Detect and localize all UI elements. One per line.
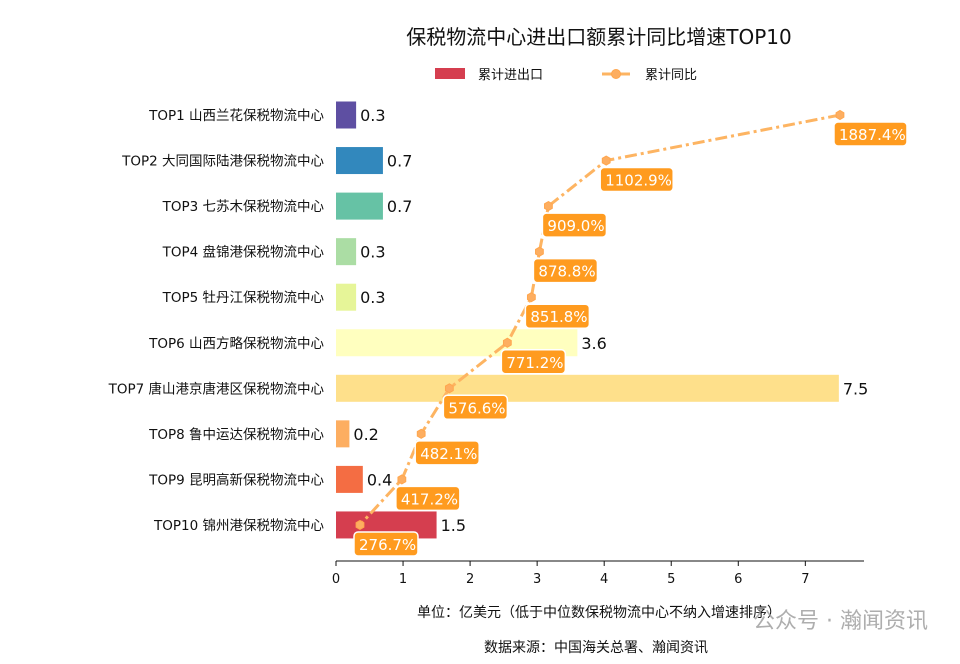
growth-label: 417.2% — [401, 490, 458, 508]
growth-label-box — [532, 257, 599, 284]
growth-label: 276.7% — [359, 536, 416, 554]
bar-value-label: 0.4 — [367, 470, 392, 489]
growth-label: 1887.4% — [839, 126, 906, 144]
growth-label: 482.1% — [420, 445, 477, 463]
bar — [336, 465, 363, 493]
bar-value-label: 0.3 — [360, 106, 385, 125]
growth-marker — [535, 246, 544, 257]
x-tick-label: 3 — [533, 572, 541, 587]
legend-bar-swatch — [435, 68, 465, 79]
growth-label-box — [395, 485, 461, 512]
growth-label-box — [442, 394, 509, 421]
bar-value-label: 0.7 — [387, 152, 412, 171]
growth-marker — [444, 383, 454, 394]
bar-value-label: 7.5 — [843, 379, 868, 398]
bar — [336, 101, 357, 129]
x-tick-label: 2 — [466, 572, 474, 587]
growth-label-box — [353, 531, 419, 557]
bar — [336, 192, 383, 220]
bar — [336, 374, 839, 402]
growth-label: 576.6% — [448, 399, 505, 417]
growth-label: 878.8% — [538, 263, 595, 281]
bar — [336, 238, 357, 266]
category-label: TOP9 昆明高新保税物流中心 — [148, 471, 324, 488]
x-tick-label: 5 — [667, 572, 675, 587]
category-label: TOP1 山西兰花保税物流中心 — [148, 108, 324, 124]
growth-label: 1102.9% — [605, 172, 672, 190]
category-label: TOP3 七苏木保税物流中心 — [162, 199, 325, 215]
growth-label: 771.2% — [506, 354, 563, 372]
x-tick-label: 1 — [399, 572, 407, 587]
legend-label-line: 累计同比 — [645, 68, 697, 83]
x-tick-label: 7 — [801, 572, 809, 587]
bar-value-label: 0.3 — [360, 288, 385, 307]
bar-value-label: 1.5 — [441, 516, 466, 535]
legend-label-bar: 累计进出口 — [478, 68, 543, 83]
source-note: 数据来源：中国海关总署、瀚闻资讯 — [484, 640, 708, 656]
growth-label-box — [414, 440, 480, 466]
bar — [336, 283, 357, 311]
bar-value-label: 3.6 — [581, 334, 606, 353]
category-label: TOP2 大同国际陆港保税物流中心 — [121, 154, 324, 170]
x-tick-label: 6 — [734, 572, 742, 587]
category-label: TOP4 盘锦港保税物流中心 — [162, 244, 325, 261]
category-label: TOP8 鲁中运达保税物流中心 — [148, 427, 324, 443]
growth-marker — [526, 292, 536, 303]
x-axis-label: 单位：亿美元（低于中位数保税物流中心不纳入增速排序） — [417, 605, 781, 621]
growth-marker — [416, 428, 426, 439]
legend-line-marker — [611, 69, 621, 79]
growth-marker — [601, 155, 611, 166]
bar-value-label: 0.7 — [387, 197, 412, 216]
x-tick-label: 4 — [600, 572, 608, 587]
growth-line — [358, 113, 841, 526]
growth-label-box — [524, 303, 591, 329]
growth-label: 851.8% — [530, 308, 587, 326]
growth-label-box — [541, 212, 608, 238]
growth-marker — [397, 474, 407, 485]
x-tick-label: 0 — [332, 572, 340, 587]
bar — [336, 147, 383, 175]
legend: 累计进出口 累计同比 — [435, 68, 697, 83]
growth-label-box — [500, 349, 567, 375]
growth-marker — [355, 519, 365, 531]
growth-label: 909.0% — [547, 217, 604, 235]
chart-title: 保税物流中心进出口额累计同比增速TOP10 — [406, 25, 791, 49]
category-label: TOP5 牡丹江保税物流中心 — [162, 290, 325, 306]
growth-label-box — [833, 121, 908, 147]
growth-label-box — [599, 166, 674, 193]
category-label: TOP6 山西方略保税物流中心 — [148, 336, 324, 352]
growth-marker — [502, 337, 512, 348]
bar — [336, 420, 350, 448]
bar-value-label: 0.3 — [360, 243, 385, 262]
category-label: TOP10 锦州港保税物流中心 — [153, 518, 324, 534]
watermark: 公众号 · 瀚闻资讯 — [753, 609, 928, 634]
growth-marker — [835, 109, 845, 121]
bar-value-label: 0.2 — [353, 425, 378, 444]
category-label: TOP7 唐山港京唐港区保税物流中心 — [108, 380, 325, 397]
growth-marker — [544, 201, 553, 212]
